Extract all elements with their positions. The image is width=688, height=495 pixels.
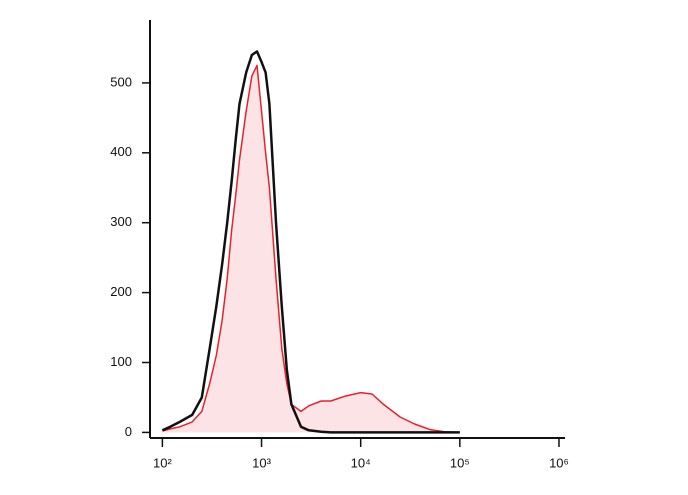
series-line [161,50,460,434]
x-tick-label: 10⁶ [549,455,569,470]
x-tick-label: 10² [153,455,172,470]
y-tick-label: 400 [110,144,132,159]
x-tick-label: 10³ [252,455,271,470]
series-area [162,65,460,433]
y-tick-label: 200 [110,284,132,299]
y-tick-label: 100 [110,354,132,369]
y-tick-label: 500 [110,74,132,89]
y-tick-label: 0 [125,424,132,439]
y-tick-label: 300 [110,214,132,229]
x-tick-label: 10⁵ [450,455,470,470]
series-line [162,64,460,434]
x-tick-label: 10⁴ [351,455,371,470]
